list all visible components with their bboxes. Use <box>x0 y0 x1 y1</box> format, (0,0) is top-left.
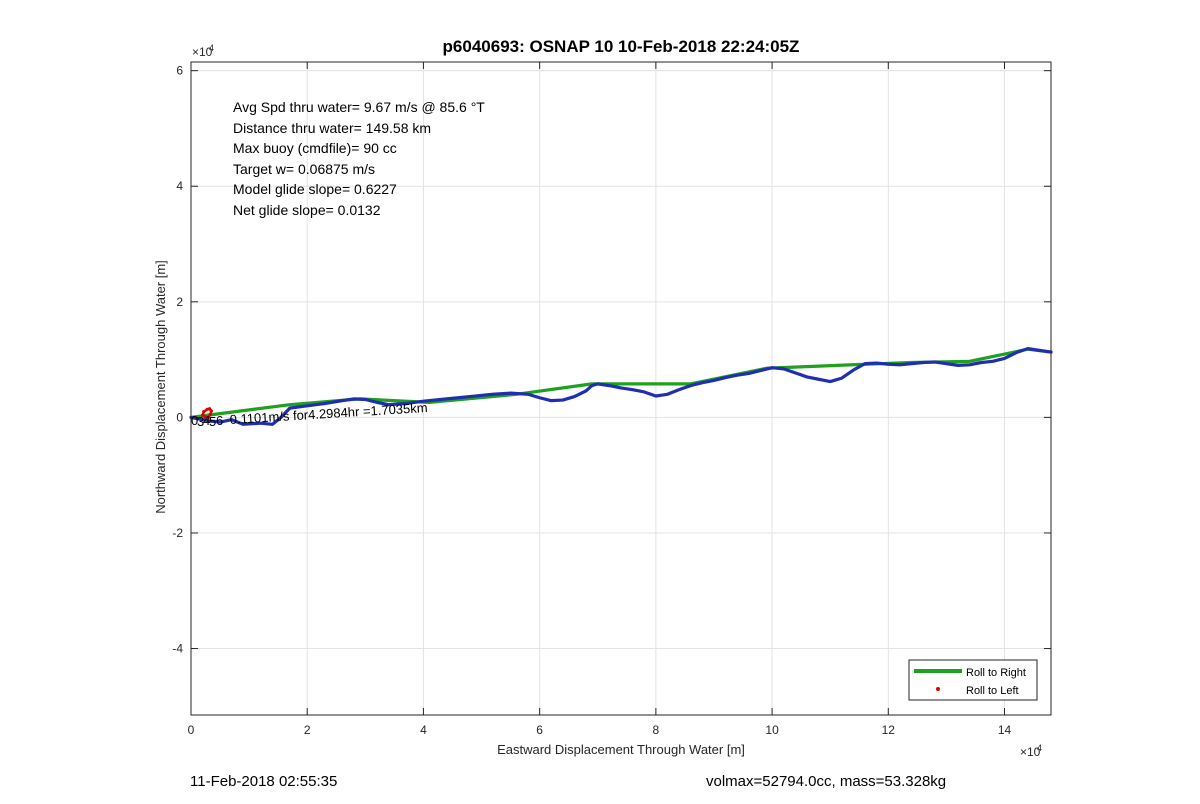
overprint-label: 5 <box>209 414 216 429</box>
legend-label-roll-right: Roll to Right <box>966 667 1026 679</box>
y-exponent: ×10 4 <box>192 43 214 59</box>
y-tick-label: 0 <box>176 410 183 424</box>
y-exponent-base: ×10 <box>192 45 213 59</box>
x-exponent-power: 4 <box>1037 743 1042 753</box>
grid-layer <box>190 62 1051 715</box>
x-tick-label: 0 <box>188 723 195 737</box>
stats-line: Max buoy (cmdfile)= 90 cc <box>233 140 397 156</box>
stats-line: Model glide slope= 0.6227 <box>233 181 397 197</box>
stats-line: Net glide slope= 0.0132 <box>233 202 381 218</box>
x-tick-label: 14 <box>998 723 1012 737</box>
y-exponent-power: 4 <box>209 43 214 53</box>
legend-box <box>908 659 1038 701</box>
stats-block: Avg Spd thru water= 9.67 m/s @ 85.6 °T D… <box>233 99 485 218</box>
stats-line: Distance thru water= 149.58 km <box>233 120 431 136</box>
y-tick-label: 4 <box>176 179 183 193</box>
x-tick-label: 4 <box>420 723 427 737</box>
y-tick-label: -4 <box>172 642 183 656</box>
y-tick-label: -2 <box>172 526 183 540</box>
x-exponent: ×10 4 <box>1020 743 1042 759</box>
legend-swatch-roll-left <box>936 687 940 691</box>
x-tick-label: 8 <box>653 723 660 737</box>
overprint-label: 4 <box>203 413 210 428</box>
x-tick-label: 12 <box>882 723 896 737</box>
stats-line: Avg Spd thru water= 9.67 m/s @ 85.6 °T <box>233 99 485 115</box>
roll-left-point <box>203 415 207 419</box>
glider-track-line <box>189 347 1053 426</box>
roll-left-point <box>206 415 211 419</box>
x-tick-label: 10 <box>765 723 779 737</box>
footer-volmax-mass: volmax=52794.0cc, mass=53.328kg <box>706 773 947 790</box>
x-tick-label: 2 <box>304 723 311 737</box>
x-axis-label: Eastward Displacement Through Water [m] <box>497 742 745 757</box>
roll-left-point <box>201 413 205 417</box>
roll-left-point <box>202 410 206 414</box>
x-tick-label: 6 <box>536 723 543 737</box>
footer-timestamp: 11-Feb-2018 02:55:35 <box>190 773 338 790</box>
overprint-label: 3 <box>197 414 204 429</box>
y-tick-label: 2 <box>176 295 183 309</box>
roll-left-point <box>209 409 213 413</box>
legend: Roll to Right Roll to Left <box>908 659 1038 701</box>
series-layer <box>189 347 1053 426</box>
roll-left-point <box>205 407 209 411</box>
overprint-label: 0 <box>191 413 198 428</box>
x-exponent-base: ×10 <box>1020 745 1041 759</box>
stats-line: Target w= 0.06875 m/s <box>233 161 375 177</box>
overprint-label: 6 <box>216 413 223 428</box>
chart-title: p6040693: OSNAP 10 10-Feb-2018 22:24:05Z <box>443 37 800 56</box>
roll-left-point <box>208 412 212 417</box>
y-axis-label: Northward Displacement Through Water [m] <box>153 260 168 514</box>
y-tick-label: 6 <box>176 64 183 78</box>
axes-box <box>190 61 1052 716</box>
legend-label-roll-left: Roll to Left <box>966 685 1019 697</box>
